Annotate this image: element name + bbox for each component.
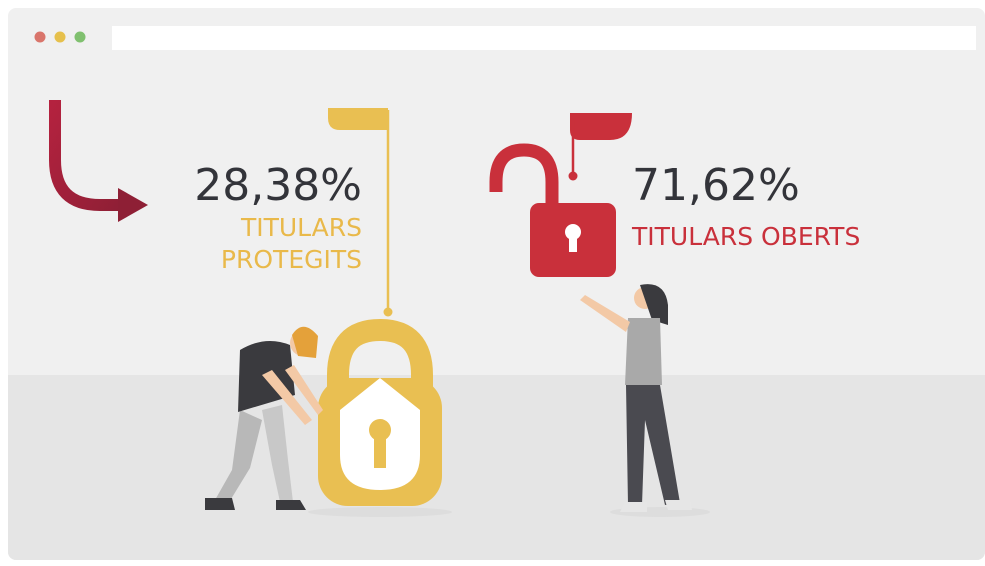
- label: PROTEGITS: [221, 245, 362, 274]
- percent: 71,62%: [632, 160, 800, 211]
- label: TITULARS OBERTS: [631, 222, 860, 251]
- woman: [580, 284, 692, 512]
- red-shackle: [489, 143, 559, 205]
- arrow-head: [118, 188, 148, 222]
- keyhole: [374, 432, 386, 468]
- man: [205, 326, 323, 510]
- shadow: [308, 507, 452, 517]
- keyhole: [569, 234, 577, 252]
- red-dot: [568, 171, 578, 181]
- window-dot-yellow[interactable]: [54, 31, 66, 43]
- label: TITULARS: [240, 213, 362, 242]
- window-dot-red[interactable]: [34, 31, 46, 43]
- yellow-shackle: [327, 318, 433, 388]
- yellow-flag: [328, 108, 388, 130]
- window-background: [8, 8, 985, 560]
- address-bar[interactable]: [112, 26, 976, 50]
- yellow-dot: [383, 307, 393, 317]
- percent: 28,38%: [194, 160, 362, 211]
- red-flag: [570, 113, 632, 140]
- arrow: [49, 100, 125, 211]
- window-dot-green[interactable]: [74, 31, 86, 43]
